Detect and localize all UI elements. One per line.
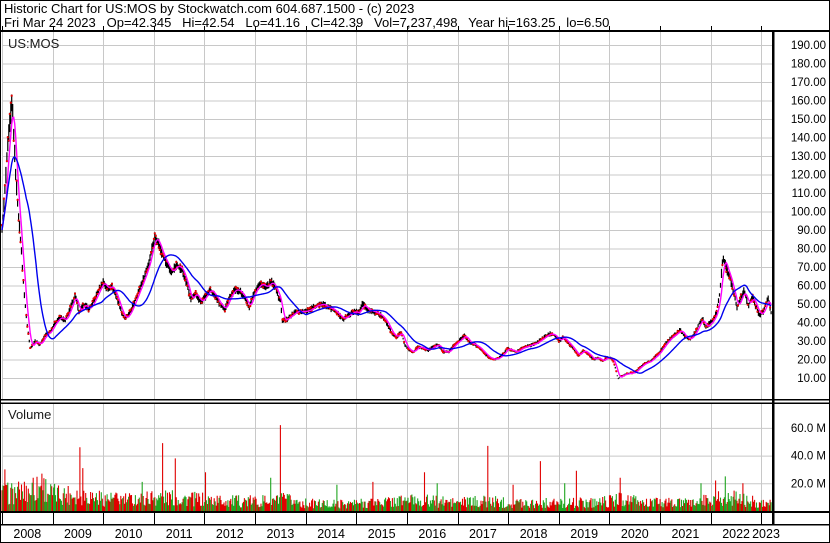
year-axis-labels: 2008 2009 2010 2011 2012 2013 2014 2015 2016 2017… — [13, 527, 780, 541]
price-axis-labels: 190.00 180.00 170.00 160.00 150.00 140.00 130.… — [791, 40, 826, 385]
svg-text:50.00: 50.00 — [797, 299, 826, 311]
svg-text:2013: 2013 — [266, 527, 294, 541]
svg-text:2011: 2011 — [166, 527, 193, 541]
svg-text:2021: 2021 — [671, 527, 699, 541]
quote-summary-line: Fri Mar 24 2023 Op=42.345 Hi=42.54 Lo=41… — [4, 15, 610, 30]
price-range-bars — [1, 94, 772, 380]
volume-pane-label: Volume — [8, 407, 52, 422]
svg-text:10.00: 10.00 — [797, 373, 826, 385]
svg-text:2016: 2016 — [418, 527, 446, 541]
svg-text:20.0 M: 20.0 M — [791, 478, 826, 490]
svg-text:100.00: 100.00 — [791, 207, 826, 219]
svg-text:190.00: 190.00 — [791, 40, 826, 52]
svg-text:2023: 2023 — [752, 527, 780, 541]
svg-text:60.0 M: 60.0 M — [791, 423, 826, 435]
svg-text:40.0 M: 40.0 M — [791, 451, 826, 463]
svg-text:140.00: 140.00 — [791, 133, 826, 145]
svg-text:160.00: 160.00 — [791, 96, 826, 108]
svg-text:2022: 2022 — [722, 527, 750, 541]
svg-text:80.00: 80.00 — [797, 244, 826, 256]
ma-short-line — [1, 116, 772, 378]
svg-text:70.00: 70.00 — [797, 262, 826, 274]
symbol-label: US:MOS — [8, 36, 60, 51]
svg-text:2017: 2017 — [469, 527, 497, 541]
volume-axis-labels: 60.0 M 40.0 M 20.0 M — [791, 423, 826, 490]
chart-title: Historic Chart for US:MOS by Stockwatch.… — [4, 1, 415, 16]
svg-text:2009: 2009 — [64, 527, 92, 541]
svg-text:130.00: 130.00 — [791, 151, 826, 163]
grid-lines — [2, 31, 772, 511]
svg-text:2015: 2015 — [368, 527, 396, 541]
svg-text:120.00: 120.00 — [791, 170, 826, 182]
svg-text:2018: 2018 — [520, 527, 548, 541]
svg-text:150.00: 150.00 — [791, 114, 826, 126]
svg-text:2008: 2008 — [13, 527, 41, 541]
svg-text:30.00: 30.00 — [797, 336, 826, 348]
volume-bars-down — [1, 425, 771, 511]
svg-text:2010: 2010 — [115, 527, 143, 541]
ma-long-line — [1, 156, 772, 374]
volume-bars-up — [2, 476, 772, 511]
svg-text:110.00: 110.00 — [792, 188, 826, 200]
svg-text:40.00: 40.00 — [797, 318, 826, 330]
svg-text:60.00: 60.00 — [797, 281, 826, 293]
svg-text:2014: 2014 — [317, 527, 345, 541]
svg-text:2019: 2019 — [570, 527, 598, 541]
svg-text:20.00: 20.00 — [797, 355, 826, 367]
svg-text:2020: 2020 — [621, 527, 649, 541]
svg-text:90.00: 90.00 — [797, 225, 826, 237]
svg-text:170.00: 170.00 — [791, 77, 826, 89]
svg-text:2012: 2012 — [216, 527, 244, 541]
svg-text:180.00: 180.00 — [791, 59, 826, 71]
